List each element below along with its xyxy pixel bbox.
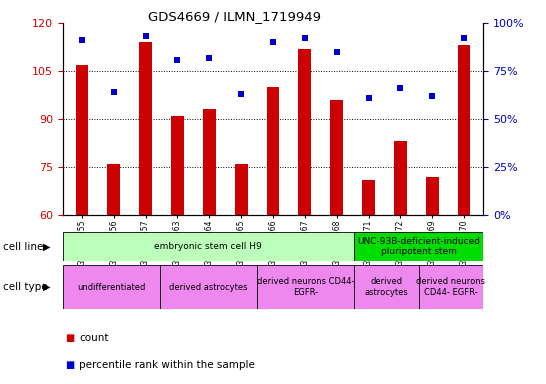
- Bar: [299, 49, 311, 215]
- Bar: [426, 177, 438, 215]
- Bar: [394, 141, 407, 215]
- Text: cell type: cell type: [3, 282, 48, 292]
- Text: undifferentiated: undifferentiated: [77, 283, 145, 291]
- Bar: [235, 164, 247, 215]
- Text: UNC-93B-deficient-induced
pluripotent stem: UNC-93B-deficient-induced pluripotent st…: [357, 237, 480, 257]
- Bar: [354, 265, 419, 309]
- Bar: [257, 265, 354, 309]
- Text: embryonic stem cell H9: embryonic stem cell H9: [155, 242, 262, 251]
- Bar: [419, 265, 483, 309]
- Bar: [63, 265, 160, 309]
- Bar: [354, 232, 483, 261]
- Text: ■: ■: [66, 360, 75, 370]
- Bar: [458, 45, 471, 215]
- Bar: [108, 164, 120, 215]
- Text: derived
astrocytes: derived astrocytes: [364, 277, 408, 297]
- Bar: [139, 42, 152, 215]
- Bar: [75, 65, 88, 215]
- Text: derived neurons CD44-
EGFR-: derived neurons CD44- EGFR-: [257, 277, 354, 297]
- Text: count: count: [79, 333, 109, 343]
- Text: GDS4669 / ILMN_1719949: GDS4669 / ILMN_1719949: [149, 10, 321, 23]
- Bar: [160, 265, 257, 309]
- Text: ▶: ▶: [43, 242, 50, 252]
- Bar: [63, 232, 354, 261]
- Text: derived neurons
CD44- EGFR-: derived neurons CD44- EGFR-: [417, 277, 485, 297]
- Text: cell line: cell line: [3, 242, 43, 252]
- Bar: [203, 109, 216, 215]
- Text: ■: ■: [66, 333, 75, 343]
- Text: ▶: ▶: [43, 282, 50, 292]
- Bar: [171, 116, 184, 215]
- Text: percentile rank within the sample: percentile rank within the sample: [79, 360, 255, 370]
- Bar: [362, 180, 375, 215]
- Text: derived astrocytes: derived astrocytes: [169, 283, 247, 291]
- Bar: [330, 100, 343, 215]
- Bar: [266, 87, 280, 215]
